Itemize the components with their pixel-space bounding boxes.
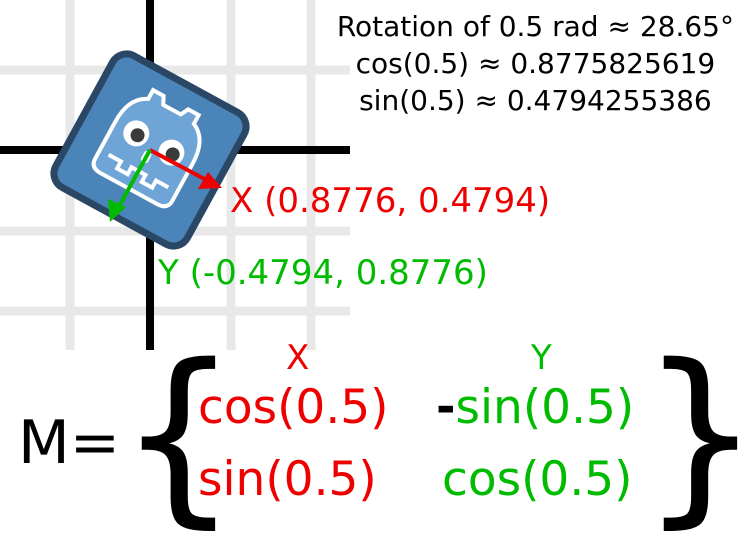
x-basis-vector [149, 148, 222, 189]
y-basis-vector [108, 149, 152, 222]
rotation-info-line: Rotation of 0.5 rad ≈ 28.65° [336, 10, 734, 43]
matrix-column-y-header: Y [531, 338, 552, 378]
x-vector-label: X (0.8776, 0.4794) [230, 181, 551, 221]
matrix-cell-r2c2: cos(0.5) [442, 452, 633, 507]
matrix-close-brace: } [640, 324, 750, 545]
matrix-cell-r1c1: cos(0.5) [198, 380, 389, 435]
matrix-cell-r1c2: -sin(0.5) [436, 380, 634, 435]
matrix-name: M= [18, 408, 121, 478]
matrix-cell-r2c1: sin(0.5) [198, 452, 377, 507]
cos-info-line: cos(0.5) ≈ 0.8775825619 [355, 47, 716, 80]
sin-info-line: sin(0.5) ≈ 0.4794255386 [359, 84, 712, 117]
matrix-cell-r1c2-value: sin(0.5) [455, 380, 635, 435]
info-panel: Rotation of 0.5 rad ≈ 28.65° cos(0.5) ≈ … [337, 10, 734, 117]
matrix-column-x-header: X [286, 338, 310, 378]
y-vector-label: Y (-0.4794, 0.8776) [158, 253, 488, 293]
matrix-minus-sign: - [436, 380, 456, 435]
matrix-open-brace: { [118, 324, 239, 545]
